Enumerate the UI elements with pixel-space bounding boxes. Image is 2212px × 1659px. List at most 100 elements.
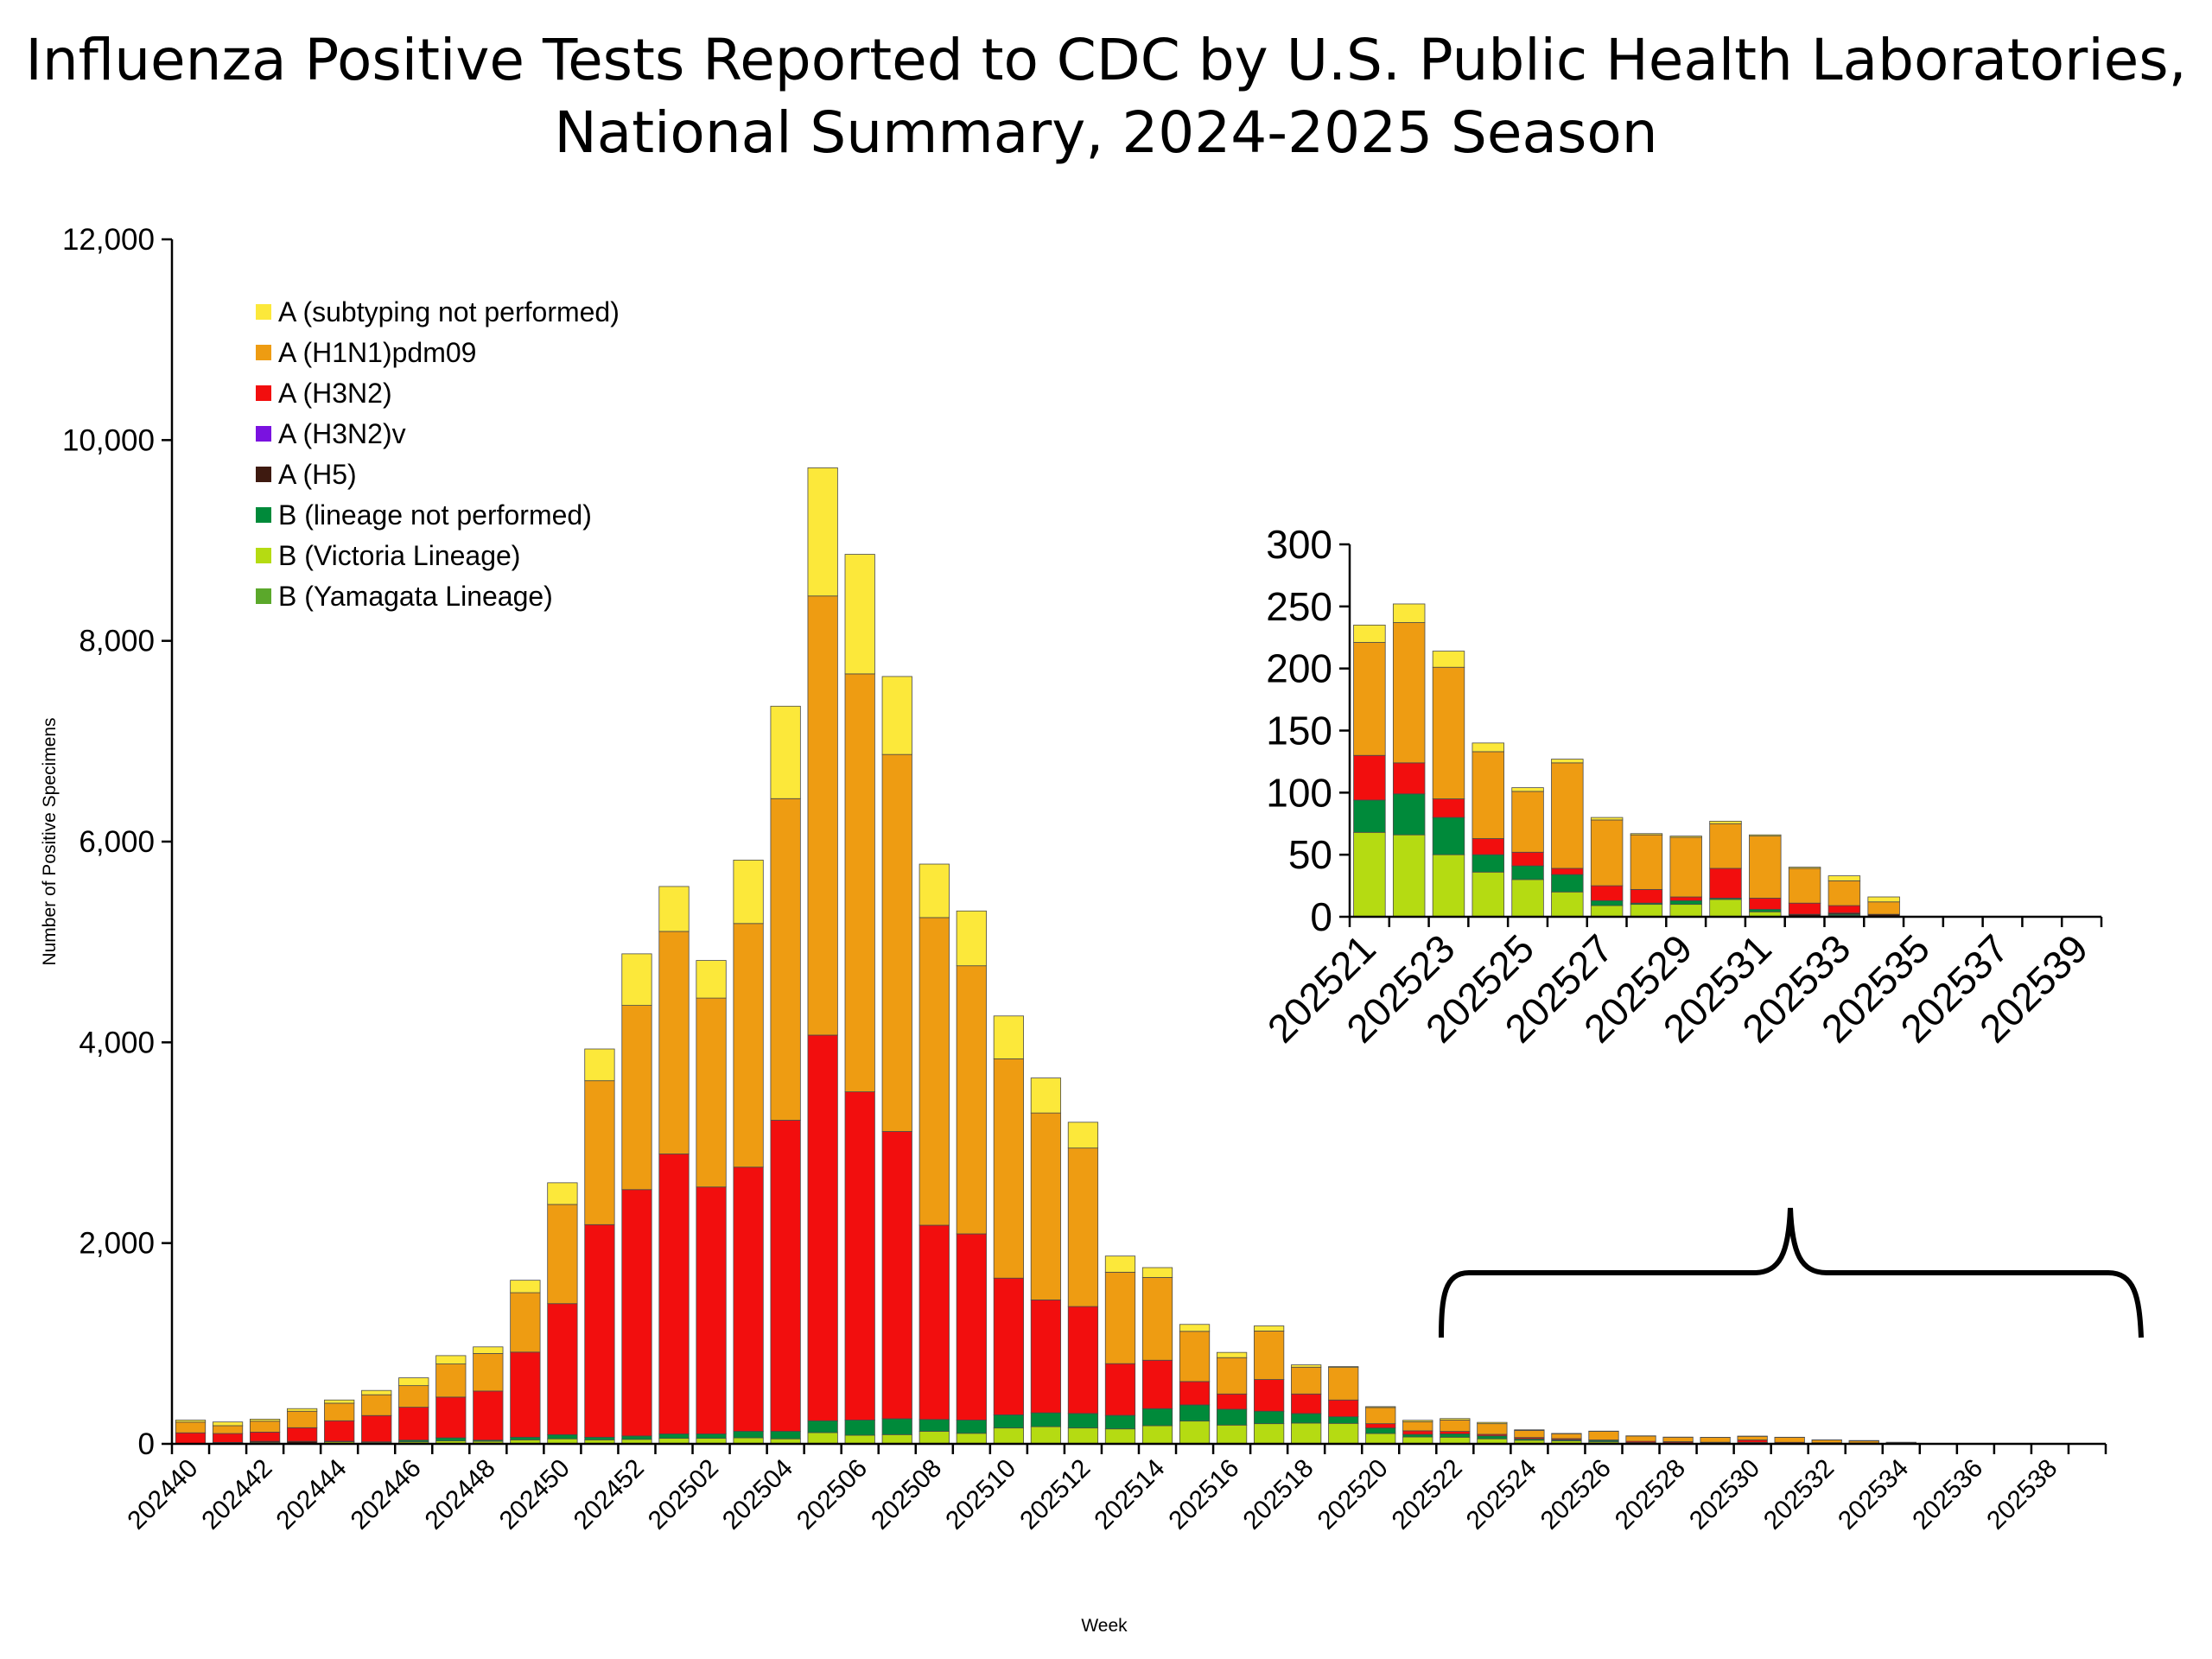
- bar-202507-b-lineage-not-performed: [881, 1418, 912, 1435]
- bar-202443-a-subtyping-not-performed: [287, 1408, 318, 1412]
- bar-202513-b-victoria-lineage: [1104, 1428, 1136, 1445]
- bar-202515-b-lineage-not-performed: [1179, 1404, 1211, 1422]
- bar-202509-a-h3n2: [956, 1233, 987, 1421]
- inset-bar-202522-a-h3n2: [1392, 762, 1426, 795]
- bar-202449-a-h3n2: [510, 1351, 541, 1438]
- bar-202506-a-h1n1-pdm09: [844, 673, 875, 1093]
- inset-bar-202523-b-lineage-not-performed: [1432, 817, 1465, 855]
- bar-202514-b-victoria-lineage: [1141, 1425, 1173, 1445]
- x-tick-label: 202534: [1833, 1454, 1914, 1535]
- bar-202448-a-h3n2: [473, 1390, 504, 1441]
- bar-202447-b-lineage-not-performed: [435, 1437, 467, 1441]
- bar-202440-a-subtyping-not-performed: [175, 1420, 207, 1423]
- bar-202450-a-subtyping-not-performed: [547, 1182, 578, 1205]
- inset-bar-202525-a-h1n1-pdm09: [1511, 791, 1544, 853]
- bar-202506-b-lineage-not-performed: [844, 1420, 875, 1436]
- bar-202508-a-h1n1-pdm09: [918, 917, 950, 1226]
- bar-202440-a-h1n1-pdm09: [175, 1421, 207, 1433]
- inset-bar-202523-a-h1n1-pdm09: [1432, 666, 1465, 799]
- bar-202514-b-lineage-not-performed: [1141, 1408, 1173, 1427]
- x-tick-label: 202502: [643, 1454, 724, 1535]
- bar-202450-a-h3n2: [547, 1303, 578, 1435]
- inset-bar-202531-a-h3n2: [1749, 898, 1782, 910]
- y-tick-label: 2,000: [79, 1227, 155, 1261]
- bar-202517-a-h3n2: [1254, 1379, 1285, 1412]
- legend-label-a-subtyping-not-performed: A (subtyping not performed): [278, 296, 620, 327]
- bar-202445-a-h1n1-pdm09: [361, 1394, 392, 1416]
- bar-202507-b-victoria-lineage: [881, 1433, 912, 1445]
- bar-202444-a-subtyping-not-performed: [324, 1399, 355, 1404]
- bar-202451-a-h3n2: [584, 1224, 615, 1438]
- bar-202441-a-subtyping-not-performed: [212, 1421, 244, 1427]
- bar-202508-b-victoria-lineage: [918, 1431, 950, 1445]
- inset-bar-202528-b-victoria-lineage: [1630, 904, 1663, 918]
- inset-bar-202526-a-h1n1-pdm09: [1551, 762, 1584, 869]
- bar-202501-a-h3n2: [658, 1154, 690, 1434]
- inset-bar-202530-a-h1n1-pdm09: [1709, 823, 1742, 869]
- inset-bar-202527-b-victoria-lineage: [1590, 905, 1624, 918]
- bar-202443-a-h1n1-pdm09: [287, 1410, 318, 1428]
- x-tick-label: 202526: [1535, 1454, 1617, 1535]
- bar-202444-a-h3n2: [324, 1420, 355, 1442]
- bar-202513-b-lineage-not-performed: [1104, 1414, 1136, 1430]
- bar-202441-a-h1n1-pdm09: [212, 1425, 244, 1434]
- bar-202512-a-subtyping-not-performed: [1067, 1122, 1099, 1149]
- bar-202446-a-h1n1-pdm09: [398, 1385, 429, 1408]
- bar-202521-b-lineage-not-performed: [1402, 1433, 1433, 1438]
- inset-bar-202532-a-h1n1-pdm09: [1788, 868, 1821, 904]
- bar-202522-a-h3n2: [1440, 1431, 1471, 1434]
- bar-202509-a-h1n1-pdm09: [956, 965, 987, 1235]
- y-tick-label: 12,000: [62, 223, 155, 257]
- x-tick-label: 202444: [271, 1454, 353, 1535]
- legend-label-a-h3n2-v: A (H3N2)v: [278, 418, 406, 449]
- legend-label-a-h5: A (H5): [278, 459, 357, 490]
- y-tick-label: 4,000: [79, 1026, 155, 1059]
- bar-202511-a-h1n1-pdm09: [1030, 1112, 1062, 1300]
- x-tick-label: 202530: [1684, 1454, 1765, 1535]
- bar-202449-b-lineage-not-performed: [510, 1436, 541, 1440]
- bar-202517-b-lineage-not-performed: [1254, 1410, 1285, 1425]
- bar-202511-b-victoria-lineage: [1030, 1426, 1062, 1445]
- bar-202513-a-h1n1-pdm09: [1104, 1271, 1136, 1364]
- x-tick-label: 202506: [791, 1454, 873, 1535]
- bar-202514-a-h3n2: [1141, 1359, 1173, 1409]
- bar-202507-a-h3n2: [881, 1131, 912, 1420]
- bar-202520-a-subtyping-not-performed: [1365, 1406, 1396, 1408]
- x-tick-label: 202448: [420, 1454, 501, 1535]
- bar-202518-a-h1n1-pdm09: [1291, 1366, 1322, 1395]
- bar-202505-a-subtyping-not-performed: [807, 467, 838, 597]
- bar-202503-b-lineage-not-performed: [733, 1431, 764, 1439]
- inset-bar-202522-a-h1n1-pdm09: [1392, 622, 1426, 764]
- bar-202449-a-h1n1-pdm09: [510, 1292, 541, 1353]
- bar-202512-b-lineage-not-performed: [1067, 1413, 1099, 1429]
- x-tick-label: 202512: [1014, 1454, 1096, 1535]
- bar-202505-b-victoria-lineage: [807, 1432, 838, 1445]
- bar-202512-a-h1n1-pdm09: [1067, 1147, 1099, 1307]
- bar-202509-b-lineage-not-performed: [956, 1420, 987, 1434]
- x-tick-label: 202532: [1758, 1454, 1840, 1535]
- legend-swatch-a-subtyping-not-performed: [256, 304, 271, 320]
- bar-202448-a-subtyping-not-performed: [473, 1346, 504, 1354]
- bar-202523-a-h1n1-pdm09: [1477, 1423, 1508, 1435]
- inset-bar-202522-b-victoria-lineage: [1392, 834, 1426, 918]
- bar-202510-a-h3n2: [993, 1277, 1024, 1415]
- inset-bar-202533-a-subtyping-not-performed: [1827, 875, 1861, 881]
- inset-y-tick-label: 300: [1266, 522, 1332, 567]
- bar-202503-a-subtyping-not-performed: [733, 859, 764, 925]
- x-tick-label: 202442: [196, 1454, 277, 1535]
- bar-202517-a-subtyping-not-performed: [1254, 1325, 1285, 1332]
- inset-bar-202521-b-lineage-not-performed: [1353, 799, 1386, 833]
- bar-202524-a-subtyping-not-performed: [1514, 1429, 1545, 1431]
- bar-202515-a-h3n2: [1179, 1381, 1211, 1406]
- x-tick-label: 202452: [569, 1454, 650, 1535]
- bar-202518-a-h3n2: [1291, 1393, 1322, 1414]
- legend-label-b-yamagata-lineage: B (Yamagata Lineage): [278, 581, 553, 612]
- inset-bar-202521-a-h3n2: [1353, 754, 1386, 801]
- inset-y-tick-label: 0: [1310, 894, 1332, 939]
- bar-202451-a-subtyping-not-performed: [584, 1048, 615, 1082]
- bar-202445-a-subtyping-not-performed: [361, 1389, 392, 1395]
- inset-bar-202525-b-lineage-not-performed: [1511, 865, 1544, 880]
- bar-202447-a-h3n2: [435, 1396, 467, 1439]
- bar-202452-a-subtyping-not-performed: [621, 953, 652, 1006]
- bar-202515-b-victoria-lineage: [1179, 1421, 1211, 1445]
